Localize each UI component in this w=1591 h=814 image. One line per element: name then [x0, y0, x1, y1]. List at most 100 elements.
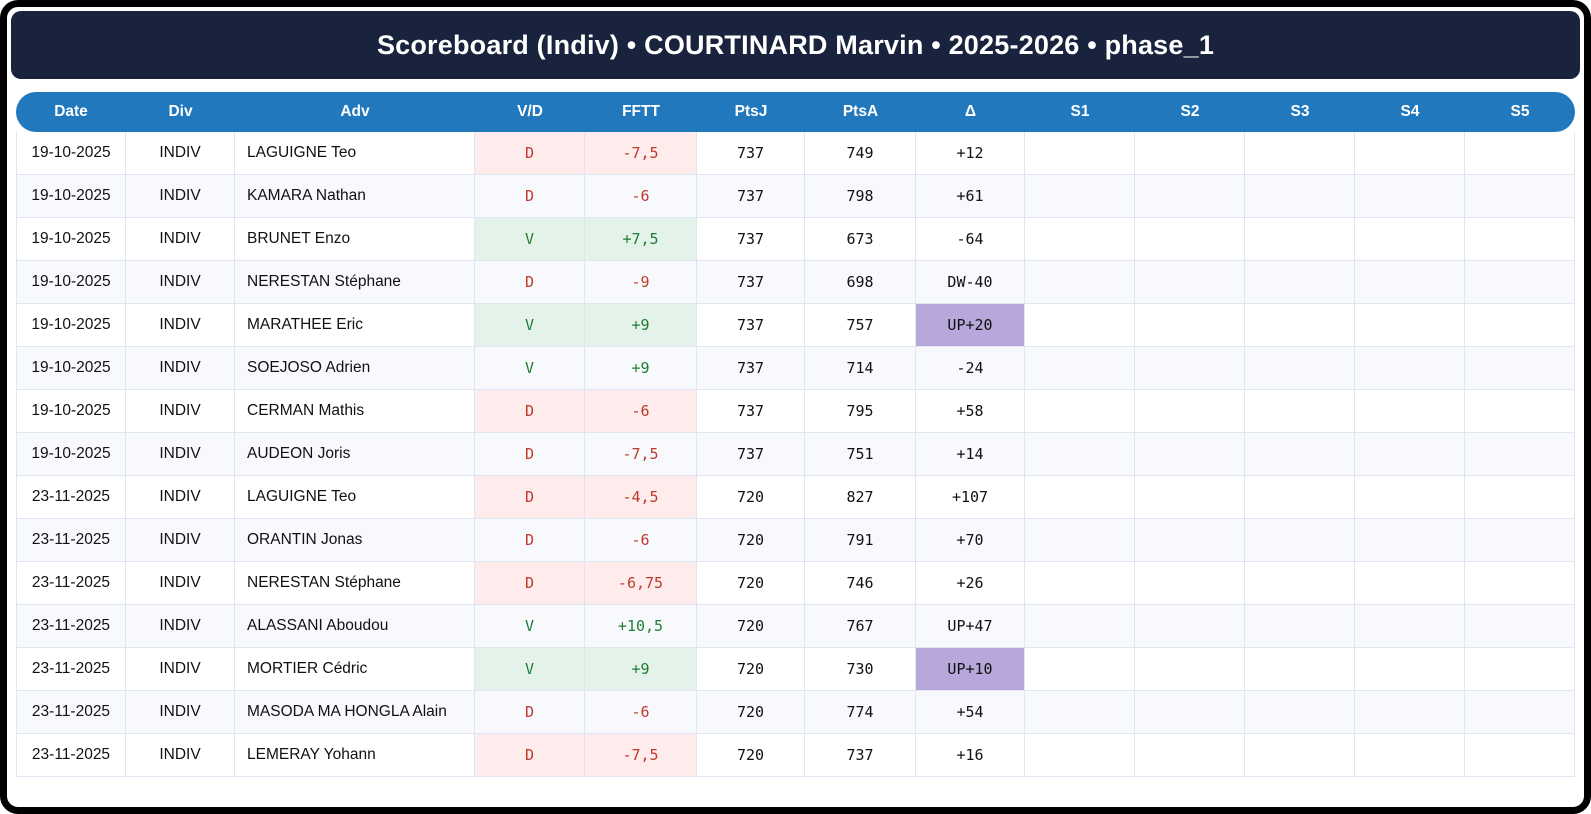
fftt-cell: -9 [585, 261, 697, 304]
vd-cell: V [475, 605, 585, 648]
set5-cell [1465, 734, 1575, 777]
col-header-s2: S2 [1135, 92, 1245, 132]
set1-cell [1025, 132, 1135, 175]
set2-cell [1135, 691, 1245, 734]
table-row: 23-11-2025 INDIV LEMERAY Yohann D -7,5 720 737… [16, 734, 1575, 777]
delta-cell: -24 [916, 347, 1025, 390]
set3-cell [1245, 691, 1355, 734]
set2-cell [1135, 175, 1245, 218]
div-cell: INDIV [126, 433, 235, 476]
set1-cell [1025, 691, 1135, 734]
table-row: 23-11-2025 INDIV MORTIER Cédric V +9 720 730 UP… [16, 648, 1575, 691]
fftt-cell: +7,5 [585, 218, 697, 261]
set4-cell [1355, 605, 1465, 648]
set5-cell [1465, 519, 1575, 562]
set2-cell [1135, 562, 1245, 605]
set4-cell [1355, 261, 1465, 304]
ptsa-cell: 698 [805, 261, 916, 304]
ptsa-cell: 791 [805, 519, 916, 562]
ptsa-cell: 757 [805, 304, 916, 347]
col-header-s3: S3 [1245, 92, 1355, 132]
set4-cell [1355, 734, 1465, 777]
set1-cell [1025, 347, 1135, 390]
ptsj-cell: 720 [697, 648, 805, 691]
set3-cell [1245, 648, 1355, 691]
fftt-cell: -6,75 [585, 562, 697, 605]
div-cell: INDIV [126, 476, 235, 519]
scoreboard-table-container: Date Div Adv V/D FFTT PtsJ PtsA Δ S1 S2 … [16, 92, 1575, 777]
ptsa-cell: 767 [805, 605, 916, 648]
fftt-cell: -6 [585, 390, 697, 433]
set5-cell [1465, 218, 1575, 261]
col-header-fftt: FFTT [585, 92, 697, 132]
set2-cell [1135, 433, 1245, 476]
fftt-cell: -6 [585, 175, 697, 218]
table-row: 19-10-2025 INDIV BRUNET Enzo V +7,5 737 673 -64 [16, 218, 1575, 261]
col-header-ptsj: PtsJ [697, 92, 805, 132]
vd-cell: D [475, 390, 585, 433]
table-row: 19-10-2025 INDIV LAGUIGNE Teo D -7,5 737 749 +1… [16, 132, 1575, 175]
date-cell: 19-10-2025 [16, 132, 126, 175]
delta-cell: UP+20 [916, 304, 1025, 347]
adv-cell: LEMERAY Yohann [235, 734, 475, 777]
col-header-s5: S5 [1465, 92, 1575, 132]
date-cell: 23-11-2025 [16, 734, 126, 777]
set3-cell [1245, 476, 1355, 519]
div-cell: INDIV [126, 691, 235, 734]
set5-cell [1465, 261, 1575, 304]
set1-cell [1025, 476, 1135, 519]
set1-cell [1025, 605, 1135, 648]
set1-cell [1025, 433, 1135, 476]
set1-cell [1025, 390, 1135, 433]
set2-cell [1135, 519, 1245, 562]
set2-cell [1135, 218, 1245, 261]
set2-cell [1135, 734, 1245, 777]
fftt-cell: -6 [585, 519, 697, 562]
table-header: Date Div Adv V/D FFTT PtsJ PtsA Δ S1 S2 … [16, 92, 1575, 132]
col-header-vd: V/D [475, 92, 585, 132]
set5-cell [1465, 132, 1575, 175]
vd-cell: D [475, 476, 585, 519]
adv-cell: BRUNET Enzo [235, 218, 475, 261]
set2-cell [1135, 261, 1245, 304]
ptsj-cell: 737 [697, 390, 805, 433]
set3-cell [1245, 261, 1355, 304]
delta-cell: +58 [916, 390, 1025, 433]
set3-cell [1245, 519, 1355, 562]
set3-cell [1245, 562, 1355, 605]
table-row: 19-10-2025 INDIV CERMAN Mathis D -6 737 795 +58 [16, 390, 1575, 433]
adv-cell: LAGUIGNE Teo [235, 132, 475, 175]
set2-cell [1135, 347, 1245, 390]
set3-cell [1245, 175, 1355, 218]
delta-cell: +107 [916, 476, 1025, 519]
date-cell: 23-11-2025 [16, 648, 126, 691]
delta-cell: +61 [916, 175, 1025, 218]
ptsa-cell: 730 [805, 648, 916, 691]
fftt-cell: +9 [585, 304, 697, 347]
header-row: Date Div Adv V/D FFTT PtsJ PtsA Δ S1 S2 … [16, 92, 1575, 132]
fftt-cell: -7,5 [585, 734, 697, 777]
delta-cell: DW-40 [916, 261, 1025, 304]
ptsj-cell: 737 [697, 261, 805, 304]
adv-cell: LAGUIGNE Teo [235, 476, 475, 519]
set4-cell [1355, 390, 1465, 433]
set3-cell [1245, 347, 1355, 390]
scoreboard-table: Date Div Adv V/D FFTT PtsJ PtsA Δ S1 S2 … [16, 92, 1575, 777]
ptsj-cell: 720 [697, 605, 805, 648]
set5-cell [1465, 390, 1575, 433]
adv-cell: SOEJOSO Adrien [235, 347, 475, 390]
table-row: 23-11-2025 INDIV ALASSANI Aboudou V +10,5 720… [16, 605, 1575, 648]
table-row: 23-11-2025 INDIV MASODA MA HONGLA Alain D -6… [16, 691, 1575, 734]
ptsj-cell: 737 [697, 304, 805, 347]
date-cell: 23-11-2025 [16, 605, 126, 648]
div-cell: INDIV [126, 304, 235, 347]
adv-cell: ORANTIN Jonas [235, 519, 475, 562]
set5-cell [1465, 691, 1575, 734]
delta-cell: -64 [916, 218, 1025, 261]
set2-cell [1135, 304, 1245, 347]
vd-cell: D [475, 519, 585, 562]
set2-cell [1135, 132, 1245, 175]
set1-cell [1025, 175, 1135, 218]
fftt-cell: -6 [585, 691, 697, 734]
